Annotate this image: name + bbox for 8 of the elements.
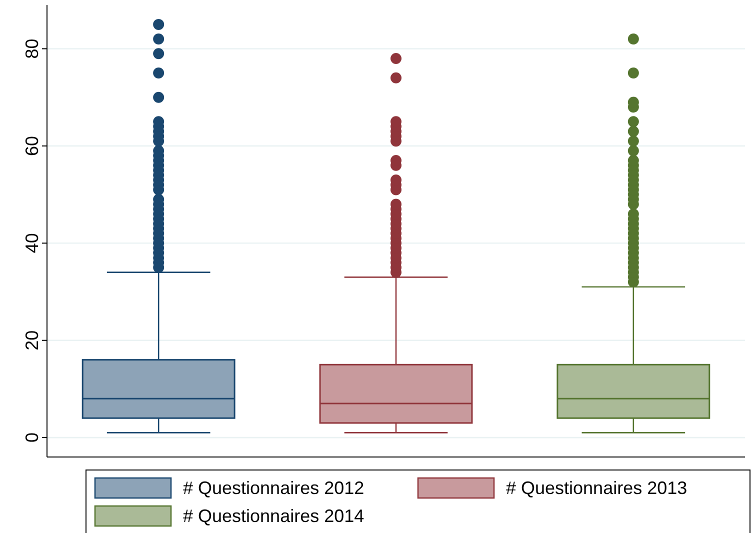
legend-label: # Questionnaires 2013: [506, 478, 688, 498]
y-tick-label: 20: [22, 330, 42, 350]
legend-label: # Questionnaires 2014: [183, 506, 364, 526]
y-tick-label: 0: [22, 432, 42, 443]
legend-label: # Questionnaires 2012: [183, 478, 364, 498]
y-tick-label: 60: [22, 136, 42, 156]
y-tick-label: 80: [22, 38, 42, 59]
y-tick-label: 40: [22, 233, 42, 254]
